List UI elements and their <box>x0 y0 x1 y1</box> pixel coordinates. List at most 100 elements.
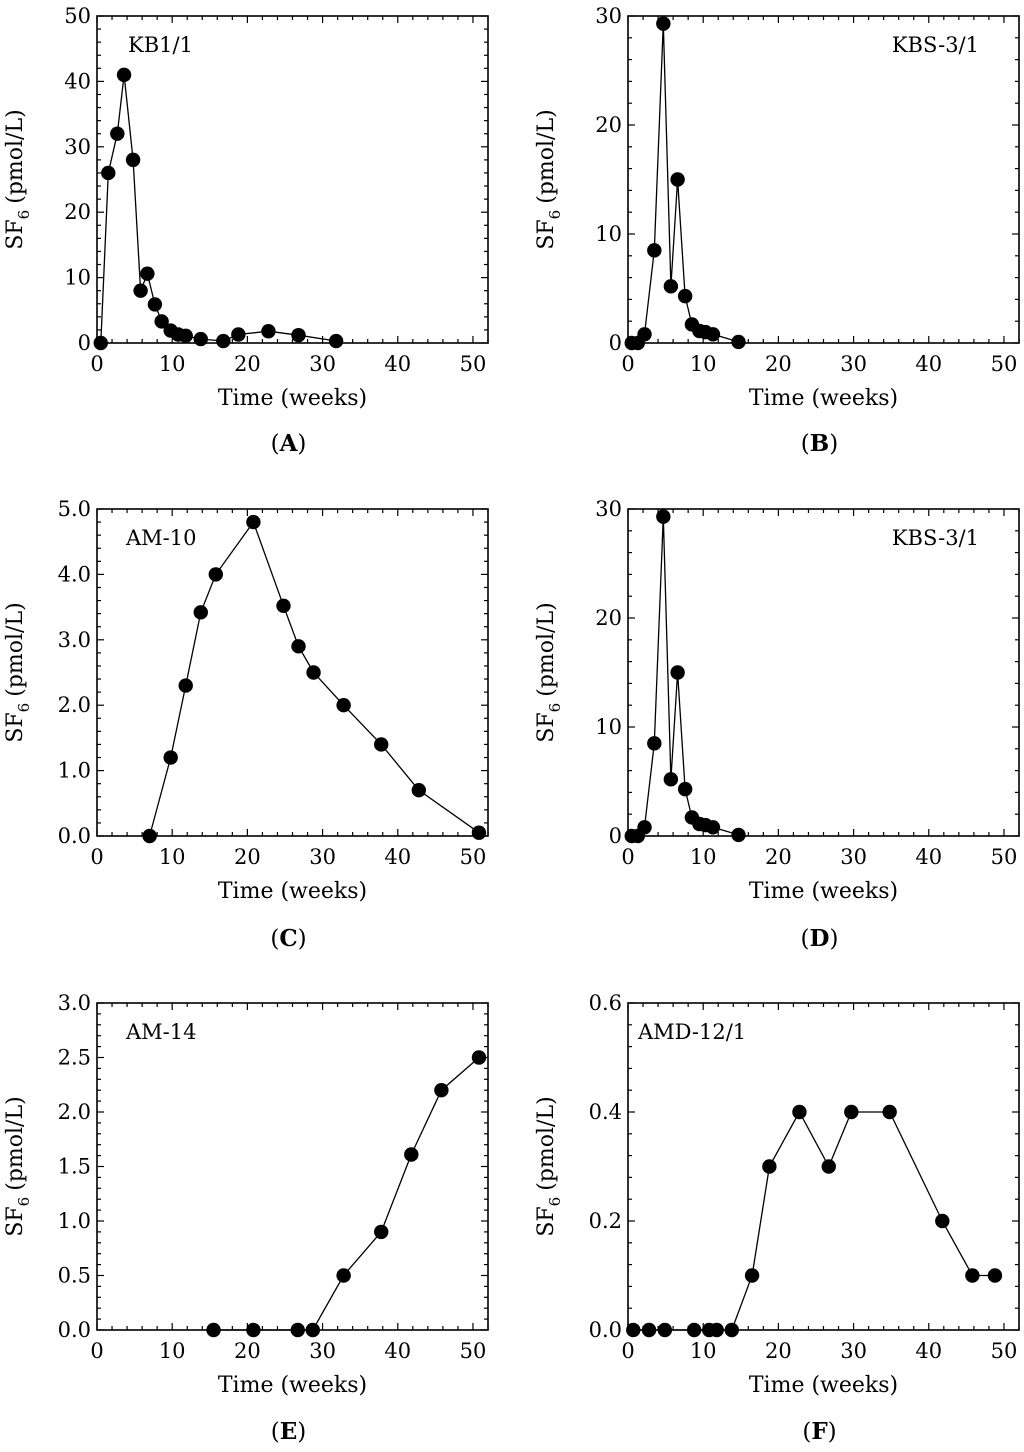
y-tick-label: 1.0 <box>58 759 91 783</box>
data-point <box>762 1159 777 1174</box>
y-axis-label-main: SF <box>534 712 559 742</box>
data-point <box>125 152 141 168</box>
y-tick-label: 0.0 <box>589 1318 622 1342</box>
y-axis-label-unit: (pmol/L) <box>534 109 559 203</box>
y-tick-label: 0 <box>609 331 622 355</box>
data-point <box>290 1322 305 1338</box>
y-tick-label: 0.4 <box>589 1100 622 1124</box>
y-tick-label: 30 <box>595 497 622 521</box>
y-axis-label-main: SF <box>3 1206 28 1236</box>
y-axis-label-unit: (pmol/L) <box>534 602 559 696</box>
y-tick-label: 4.0 <box>58 562 91 586</box>
data-point <box>471 825 487 840</box>
y-axis-label-subscript: 6 <box>546 703 564 713</box>
x-tick-label: 50 <box>991 1339 1018 1363</box>
panel-title: KBS-3/1 <box>892 526 979 550</box>
panel-caption: (C) <box>270 925 306 952</box>
data-point <box>328 333 344 349</box>
panel-caption-letter: F <box>811 1418 828 1445</box>
x-tick-label: 40 <box>915 352 942 376</box>
panel-a: 0 10 20 30 40 50 0 10 20 30 40 50 Time (weeks) SF6 (pm… <box>3 4 489 457</box>
data-point <box>965 1268 980 1283</box>
y-tick-label: 0.0 <box>58 1318 91 1342</box>
panel-caption: (F) <box>802 1418 836 1445</box>
x-tick-label: 40 <box>915 845 942 869</box>
y-axis-label-unit: (pmol/L) <box>3 602 28 696</box>
panel-title: KBS-3/1 <box>892 33 979 57</box>
x-tick-label: 40 <box>384 845 411 869</box>
data-point <box>291 327 306 343</box>
panel-c: 0 10 20 30 40 50 0.0 1.0 2.0 3.0 4.0 5.0 Time (weeks… <box>3 497 489 952</box>
x-tick-label: 0 <box>621 352 634 376</box>
x-tick-label: 10 <box>159 845 186 869</box>
y-axis-label-subscript: 6 <box>15 210 33 220</box>
panel-caption: (E) <box>271 1418 307 1445</box>
y-tick-label: 0 <box>78 331 91 355</box>
data-point <box>744 1268 760 1283</box>
data-point <box>637 820 652 835</box>
panel-caption-letter: A <box>279 430 299 457</box>
data-point <box>276 598 291 613</box>
x-axis-label: Time (weeks) <box>218 879 367 904</box>
data-point <box>821 1159 836 1174</box>
data-point <box>657 1322 673 1338</box>
x-tick-label: 50 <box>460 845 487 869</box>
x-tick-label: 40 <box>384 1339 411 1363</box>
data-point <box>154 314 169 329</box>
y-axis-label: SF6 (pmol/L) <box>3 109 33 249</box>
y-tick-label: 2.5 <box>58 1046 91 1070</box>
data-point <box>705 327 721 342</box>
y-axis-label: SF6 (pmol/L) <box>3 602 33 742</box>
x-tick-label: 0 <box>90 845 103 869</box>
y-tick-label: 30 <box>595 4 622 28</box>
x-tick-label: 0 <box>90 352 103 376</box>
x-tick-label: 10 <box>690 1339 717 1363</box>
y-axis-label: SF6 (pmol/L) <box>3 1096 33 1236</box>
x-tick-label: 0 <box>621 1339 634 1363</box>
data-point <box>670 665 685 680</box>
y-tick-label: 0.5 <box>58 1264 91 1288</box>
panel-title: KB1/1 <box>128 33 193 57</box>
data-point <box>291 639 306 654</box>
y-axis-label-unit: (pmol/L) <box>3 109 28 203</box>
x-tick-label: 30 <box>309 352 336 376</box>
x-tick-label: 10 <box>159 1339 186 1363</box>
data-point <box>792 1104 807 1120</box>
series-line <box>633 1110 995 1331</box>
panel-f: 0 10 20 30 40 50 0.0 0.2 0.4 0.6 Time (weeks) SF6 (p… <box>534 991 1020 1445</box>
y-tick-label: 0.0 <box>58 824 91 848</box>
y-tick-label: 3.0 <box>58 628 91 652</box>
y-tick-label: 20 <box>64 200 91 224</box>
y-tick-label: 5.0 <box>58 497 91 521</box>
data-point <box>193 605 208 620</box>
data-point <box>101 165 116 181</box>
x-tick-label: 50 <box>991 352 1018 376</box>
x-tick-label: 50 <box>460 1339 487 1363</box>
panel-title: AMD-12/1 <box>637 1020 746 1044</box>
y-axis-label-unit: (pmol/L) <box>534 1096 559 1190</box>
y-axis-label: SF6 (pmol/L) <box>534 1096 564 1236</box>
data-point <box>110 126 125 141</box>
y-axis-label-main: SF <box>3 712 28 742</box>
data-point <box>163 750 178 765</box>
data-point <box>404 1147 419 1162</box>
y-tick-label: 20 <box>595 113 622 137</box>
data-point <box>935 1213 950 1229</box>
data-point <box>246 514 261 530</box>
plot-frame <box>96 15 489 344</box>
data-point <box>724 1322 739 1338</box>
data-point <box>705 820 721 835</box>
data-point <box>677 781 693 797</box>
data-point <box>647 243 662 258</box>
x-tick-label: 20 <box>765 845 792 869</box>
data-point <box>471 1050 487 1065</box>
panel-caption-letter: B <box>810 430 829 457</box>
data-point <box>231 327 246 342</box>
data-point <box>641 1322 657 1338</box>
data-point <box>336 1268 351 1283</box>
data-point <box>246 1322 261 1338</box>
x-tick-label: 20 <box>234 352 261 376</box>
y-tick-label: 2.0 <box>58 693 91 717</box>
y-tick-label: 20 <box>595 606 622 630</box>
y-axis-label-main: SF <box>3 219 28 249</box>
